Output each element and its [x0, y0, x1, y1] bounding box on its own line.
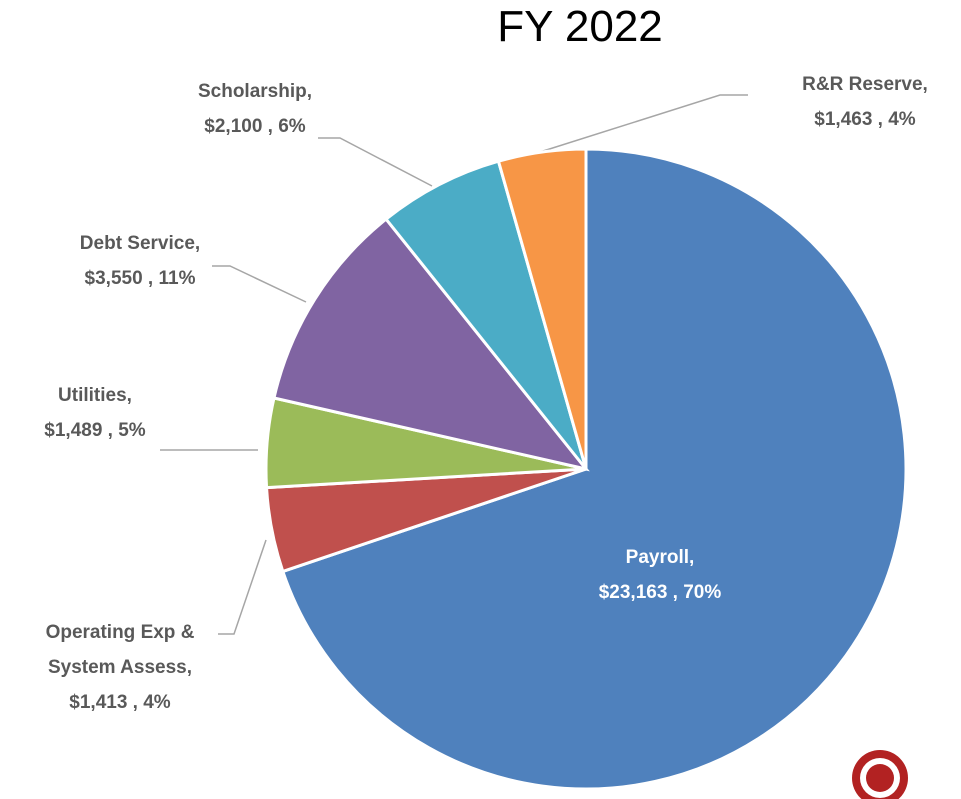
- pie-slice: [272, 217, 590, 472]
- slice-label: Scholarship, $2,100 , 6%: [150, 74, 360, 144]
- leader-line: [218, 539, 267, 635]
- slice-value-label: $2,100 , 6%: [204, 116, 306, 137]
- slice-value-label: $3,550 , 11%: [84, 268, 196, 289]
- leader-line: [212, 265, 307, 303]
- slice-value-label: $1,489 , 5%: [44, 420, 146, 441]
- leader-lines: [160, 94, 748, 635]
- pie-slice: [383, 159, 588, 470]
- slice-value-label: $1,463 , 4%: [814, 109, 916, 130]
- slice-label: Utilities, $1,489 , 5%: [10, 378, 180, 448]
- slice-label: R&R Reserve, $1,463 , 4%: [760, 67, 961, 137]
- chart-title: FY 2022: [497, 2, 663, 51]
- slice-value-label: $1,413 , 4%: [69, 692, 171, 713]
- slice-category: Scholarship,: [197, 81, 313, 102]
- slice-label: Operating Exp & System Assess, $1,413 , 4…: [10, 615, 230, 720]
- leader-line: [539, 94, 748, 153]
- slice-value-label: $23,163 , 70%: [598, 582, 722, 603]
- slice-label: Payroll, $23,163 , 70%: [560, 540, 760, 610]
- slice-category: R&R Reserve,: [802, 74, 928, 95]
- logo: [852, 750, 908, 799]
- slice-category: Debt Service,: [79, 233, 201, 254]
- slice-category: Payroll,: [625, 547, 695, 568]
- slice-category: Operating Exp & System Assess,: [45, 622, 195, 678]
- pie-slice: [496, 147, 588, 470]
- logo-seal-core: [866, 764, 894, 792]
- pie-slice: [280, 147, 908, 791]
- leader-line: [318, 137, 433, 187]
- slice-label: Debt Service, $3,550 , 11%: [30, 226, 250, 296]
- slice-category: Utilities,: [58, 385, 132, 406]
